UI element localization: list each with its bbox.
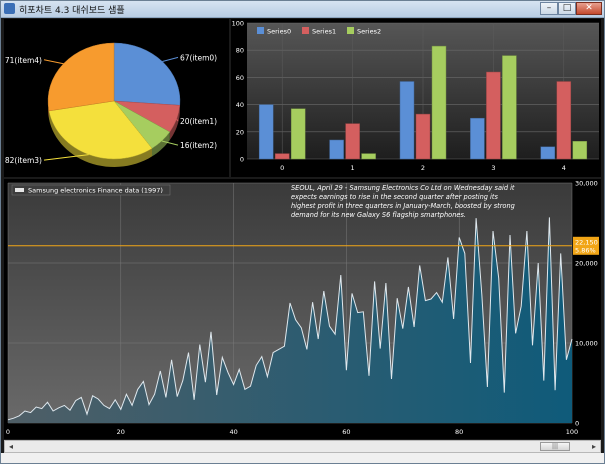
area-series-fill: [8, 217, 572, 423]
maximize-button[interactable]: □: [558, 2, 576, 15]
bar-Series2-2: [431, 45, 447, 160]
pie-slice-side-1: [169, 105, 180, 140]
area-title-swatch-icon: [15, 188, 24, 192]
bar-Series1-2: [415, 113, 431, 160]
bar-legend-label-2: Series2: [357, 28, 381, 36]
bar-Series0-1: [329, 139, 344, 160]
bar-Series1-0: [274, 153, 290, 160]
pie-chart-panel: 67(item0) 20(item1) 16(item2) 82(item3) 71(i…: [4, 19, 229, 177]
pie-slice-0: [113, 42, 181, 106]
pie-label-3: 82(item3): [5, 156, 42, 165]
bar-x-tick-label: 1: [351, 164, 355, 172]
area-reference-percent: 5.86%: [575, 246, 596, 254]
app-icon: [4, 3, 15, 14]
area-chart-title: Samsung electronics Finance data (1997): [28, 187, 163, 195]
bar-y-tick-label: 100: [232, 20, 244, 28]
bar-chart: 0 20 40 60 80 100 0 1 2 3 4 Series0 Series1 Series2: [232, 20, 599, 172]
area-x-tick-label: 60: [342, 428, 350, 436]
area-title-box: [11, 184, 171, 196]
bar-legend-label-0: Series0: [267, 28, 291, 36]
bar-Series0-4: [540, 146, 556, 160]
area-reference-value: 22,150: [575, 238, 598, 246]
bar-legend-swatch-1: [302, 27, 309, 34]
bar-Series2-0: [290, 108, 306, 160]
area-chart: 0 20 40 60 80 100010,00020,00030,00022,1505.8…: [6, 180, 599, 436]
pie-slice-3: [48, 100, 153, 160]
area-annotation-line: demand for its new Galaxy S6 flagship sm…: [291, 211, 466, 219]
area-annotation-line: highest profit in three quarters in Janu…: [291, 202, 515, 210]
pie-slice-side-2: [152, 132, 170, 157]
bar-y-tick-label: 60: [236, 74, 244, 82]
horizontal-scrollbar[interactable]: ◂ ||| ▸: [4, 440, 601, 453]
area-y-tick-label: 10,000: [575, 340, 598, 348]
area-annotation-line: expects earnings to rise in the second q…: [291, 193, 498, 201]
pie-slice-4: [47, 42, 115, 112]
bar-x-tick-label: 3: [491, 164, 495, 172]
pie-label-4: 71(item4): [5, 56, 42, 65]
bar-y-tick-label: 80: [236, 47, 244, 55]
pie-leader-line-2: [161, 140, 179, 146]
bar-y-tick-label: 0: [240, 156, 244, 164]
bar-Series2-4: [572, 141, 588, 160]
pie-label-0: 67(item0): [180, 53, 217, 62]
area-y-tick-label: 0: [575, 420, 579, 428]
scroll-thumb[interactable]: |||: [540, 442, 570, 451]
window-controls: – □ ✕: [540, 2, 602, 15]
bar-x-tick-label: 0: [280, 164, 284, 172]
pie-leader-line-1: [176, 118, 179, 122]
bar-legend-label-1: Series1: [312, 28, 336, 36]
title-bar[interactable]: 히포차트 4.3 대쉬보드 샘플 – □ ✕: [1, 1, 604, 18]
bar-Series1-4: [556, 81, 572, 160]
pie-leader-line-4: [43, 59, 64, 65]
pie-label-2: 16(item2): [180, 141, 217, 150]
area-x-tick-label: 0: [6, 428, 10, 436]
bar-Series1-3: [486, 71, 501, 160]
bar-x-tick-label: 2: [421, 164, 425, 172]
bar-x-tick-label: 4: [562, 164, 566, 172]
pie-label-1: 20(item1): [180, 117, 217, 126]
bar-Series1-1: [345, 123, 360, 160]
scroll-left-arrow-icon[interactable]: ◂: [8, 442, 13, 451]
area-reference-badge: [573, 236, 599, 255]
status-bar: [1, 453, 604, 463]
area-series-line: [7, 217, 573, 421]
area-x-tick-label: 40: [229, 428, 237, 436]
bar-y-tick-label: 20: [236, 128, 244, 136]
pie-leader-line-3: [43, 154, 89, 161]
bar-Series2-1: [361, 153, 376, 160]
bar-Series0-3: [470, 117, 485, 160]
pie-chart: 67(item0) 20(item1) 16(item2) 82(item3) 71(i…: [5, 42, 217, 167]
bar-chart-panel: 0 20 40 60 80 100 0 1 2 3 4 Series0 Series1 Series2: [231, 19, 601, 177]
window-title: 히포차트 4.3 대쉬보드 샘플: [19, 6, 125, 16]
pie-slice-side-3: [49, 110, 152, 167]
area-y-tick-label: 20,000: [575, 260, 598, 268]
bar-legend-swatch-0: [257, 27, 264, 34]
area-annotation-line: SEOUL, April 29 - Samsung Electronics Co…: [291, 184, 515, 192]
area-x-tick-label: 80: [455, 428, 463, 436]
bar-Series0-0: [258, 104, 274, 160]
bar-Series2-3: [502, 55, 517, 160]
bar-y-tick-label: 40: [236, 101, 244, 109]
close-button[interactable]: ✕: [576, 2, 602, 15]
bar-Series0-2: [399, 81, 415, 160]
area-x-tick-label: 100: [566, 428, 578, 436]
scroll-right-arrow-icon[interactable]: ▸: [591, 442, 596, 451]
pie-leader-line-0: [162, 56, 179, 62]
minimize-button[interactable]: –: [540, 2, 558, 15]
bar-legend-swatch-2: [347, 27, 354, 34]
area-chart-panel: 0 20 40 60 80 100 0 10,000 20,000 30,000 22,150 5.8…: [4, 179, 601, 439]
area-x-tick-label: 20: [117, 428, 125, 436]
area-y-tick-label: 30,000: [575, 180, 598, 188]
